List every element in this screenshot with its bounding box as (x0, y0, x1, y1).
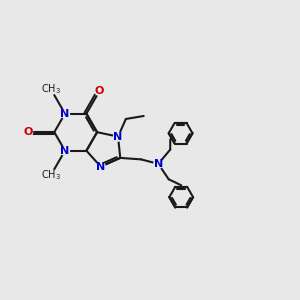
Circle shape (114, 132, 122, 141)
Circle shape (61, 146, 70, 155)
Text: O: O (23, 127, 33, 137)
Text: CH$_3$: CH$_3$ (41, 168, 61, 182)
Text: N: N (113, 132, 123, 142)
Text: N: N (60, 109, 70, 118)
Circle shape (96, 162, 105, 171)
Text: CH$_3$: CH$_3$ (41, 82, 61, 96)
Text: N: N (96, 162, 105, 172)
Circle shape (154, 159, 163, 168)
Text: N: N (154, 159, 163, 169)
Circle shape (61, 109, 70, 118)
Circle shape (24, 128, 33, 136)
Text: N: N (60, 146, 70, 156)
Text: O: O (95, 86, 104, 96)
Circle shape (95, 86, 104, 95)
